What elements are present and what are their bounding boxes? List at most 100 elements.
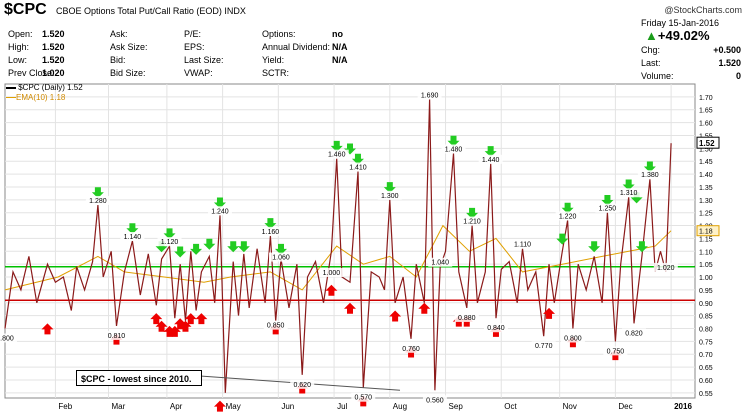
- y-tick-label: 1.30: [699, 198, 713, 205]
- y-tick-label: 0.85: [699, 314, 713, 321]
- green-down-arrow: [561, 202, 574, 214]
- data-label-bg: [377, 190, 402, 200]
- data-label-bg: [483, 323, 508, 333]
- data-label: 0.850: [267, 323, 285, 330]
- y-tick-label: 1.70: [699, 95, 713, 102]
- legend-ema: EMA(10) 1.18: [6, 93, 83, 103]
- open-value: 1.520: [42, 29, 65, 39]
- data-label-bg: [104, 330, 129, 340]
- y-tick-label: 1.00: [699, 275, 713, 282]
- data-label-bg: [269, 252, 293, 262]
- ema-last-tag: [696, 225, 720, 237]
- options-value: no: [332, 29, 343, 39]
- data-label: 1.440: [482, 157, 500, 164]
- change-percent: ▲+49.02%: [645, 29, 710, 43]
- open-label: Open:: [8, 29, 33, 39]
- data-label: 1.060: [272, 255, 290, 262]
- y-tick-label: 0.80: [699, 327, 713, 334]
- data-label: 1.690: [421, 92, 439, 99]
- data-label: 1.000: [323, 270, 341, 277]
- data-label-bg: [428, 257, 453, 267]
- y-tick-label: 1.05: [699, 262, 713, 269]
- data-label: 0.760: [402, 346, 420, 353]
- y-tick-label: 1.40: [699, 172, 713, 179]
- data-label: 1.220: [559, 213, 577, 220]
- green-down-arrow: [643, 161, 656, 173]
- y-tick-label: 0.60: [699, 378, 713, 385]
- plot-area: [4, 83, 696, 399]
- x-tick-label: Dec: [618, 402, 632, 411]
- price-last-tag: [696, 136, 720, 149]
- x-tick-label: Aug: [393, 402, 407, 411]
- green-down-arrow: [635, 241, 648, 253]
- data-label: 1.040: [431, 260, 449, 267]
- data-label: 1.250: [599, 206, 617, 213]
- x-tick-label: Oct: [504, 402, 517, 411]
- green-down-arrow: [213, 197, 226, 209]
- red-up-arrow: [213, 400, 226, 412]
- red-up-arrow: [184, 313, 197, 325]
- data-label: 0.810: [108, 333, 126, 340]
- data-label: 1.110: [514, 242, 531, 249]
- y-tick-label: 1.60: [699, 121, 713, 128]
- green-down-arrow: [174, 246, 187, 258]
- red-up-arrow: [543, 307, 556, 319]
- price-summary-box: Friday 15-Jan-2016 ▲+49.02% Chg: +0.500 …: [641, 18, 743, 82]
- chart-title: CBOE Options Total Put/Call Ratio (EOD) …: [56, 6, 246, 16]
- data-label-bg: [555, 211, 580, 221]
- data-label-bg: [85, 195, 110, 205]
- data-label-bg: [621, 328, 646, 338]
- y-tick-label: 0.70: [699, 352, 713, 359]
- y-tick-label: 0.65: [699, 365, 713, 372]
- dividend-label: Annual Dividend:: [262, 42, 331, 52]
- data-label-bg: [560, 333, 585, 343]
- green-down-arrow: [556, 233, 569, 245]
- last-label: Last:: [641, 58, 661, 68]
- green-down-arrow: [237, 241, 250, 253]
- pe-label: P/E:: [184, 29, 202, 39]
- y-tick-label: 1.65: [699, 108, 713, 115]
- bid-label: Bid:: [110, 55, 126, 65]
- data-label: 1.020: [657, 265, 675, 272]
- green-down-arrow: [447, 135, 460, 147]
- green-down-arrow: [484, 146, 497, 158]
- data-label-bg: [603, 346, 628, 356]
- green-down-arrow: [275, 243, 287, 255]
- quote-table: Open: 1.520 High: 1.520 Low: 1.520 Prev …: [8, 29, 628, 81]
- data-label-bg: [441, 144, 466, 154]
- green-down-arrow: [588, 241, 601, 253]
- green-down-arrow: [264, 218, 277, 230]
- data-label-bg: [263, 320, 288, 330]
- red-up-arrow: [344, 302, 356, 314]
- eps-label: EPS:: [184, 42, 205, 52]
- data-label-bg: [454, 312, 479, 322]
- green-down-arrow: [344, 143, 356, 155]
- red-up-arrow: [168, 325, 181, 337]
- data-label-bg: [351, 392, 376, 402]
- dividend-value: N/A: [332, 42, 348, 52]
- red-up-arrow: [179, 320, 192, 332]
- y-tick-label: 1.35: [699, 185, 713, 192]
- data-label: 0.800: [564, 336, 582, 343]
- x-tick-label: Sep: [449, 402, 464, 411]
- green-down-arrow: [126, 223, 139, 235]
- green-down-arrow: [351, 153, 364, 165]
- data-label: 1.160: [262, 229, 280, 236]
- data-label-bg: [324, 149, 349, 159]
- data-label-bg: [120, 232, 145, 241]
- y-tick-label: 1.25: [699, 211, 713, 218]
- data-label-bg: [207, 206, 232, 216]
- chg-value: +0.500: [713, 45, 741, 55]
- volume-value: 0: [735, 71, 741, 81]
- change-percent-value: +49.02%: [657, 28, 710, 43]
- data-label-bg: [417, 90, 442, 100]
- green-down-arrow: [227, 241, 240, 253]
- red-up-arrow: [418, 302, 431, 314]
- brand-watermark: @StockCharts.com: [664, 5, 742, 15]
- x-tick-label: Mar: [112, 402, 126, 411]
- data-label: 1.210: [463, 219, 481, 226]
- data-label: 1.140: [124, 234, 142, 241]
- ask-size-label: Ask Size:: [110, 42, 148, 52]
- x-tick-label: Feb: [58, 402, 72, 411]
- data-label: 0.750: [607, 348, 625, 355]
